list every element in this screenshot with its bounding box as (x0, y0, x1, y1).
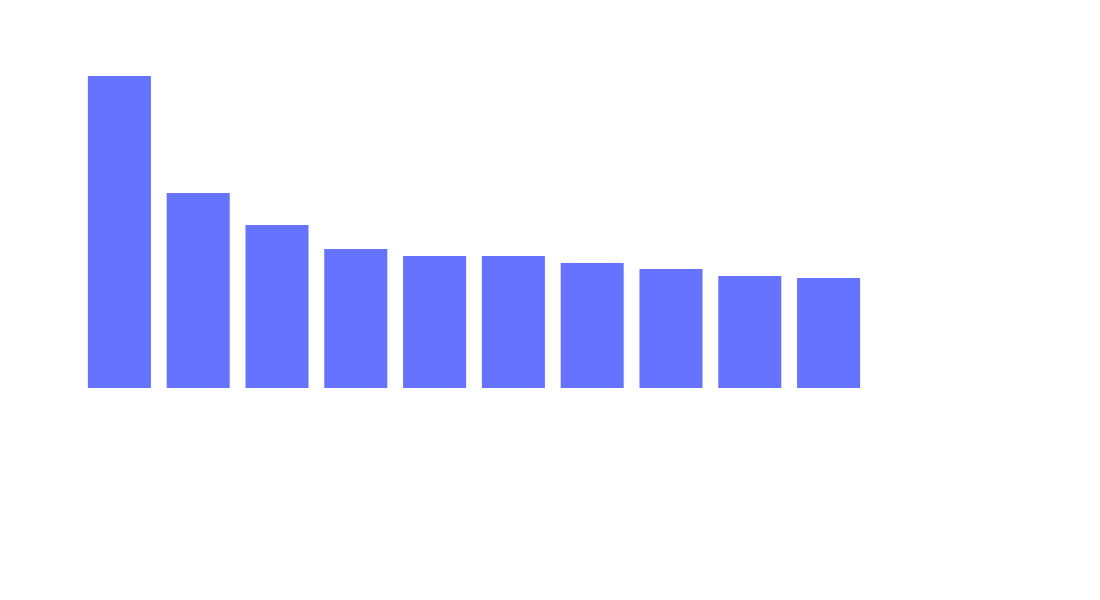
bar (403, 256, 467, 388)
bar (560, 263, 624, 388)
bar (87, 76, 151, 388)
bar (245, 225, 309, 388)
bar (718, 276, 782, 388)
bar (481, 256, 545, 388)
bar (797, 278, 861, 388)
bar (639, 269, 703, 388)
bar (324, 249, 388, 388)
bar (166, 193, 230, 388)
